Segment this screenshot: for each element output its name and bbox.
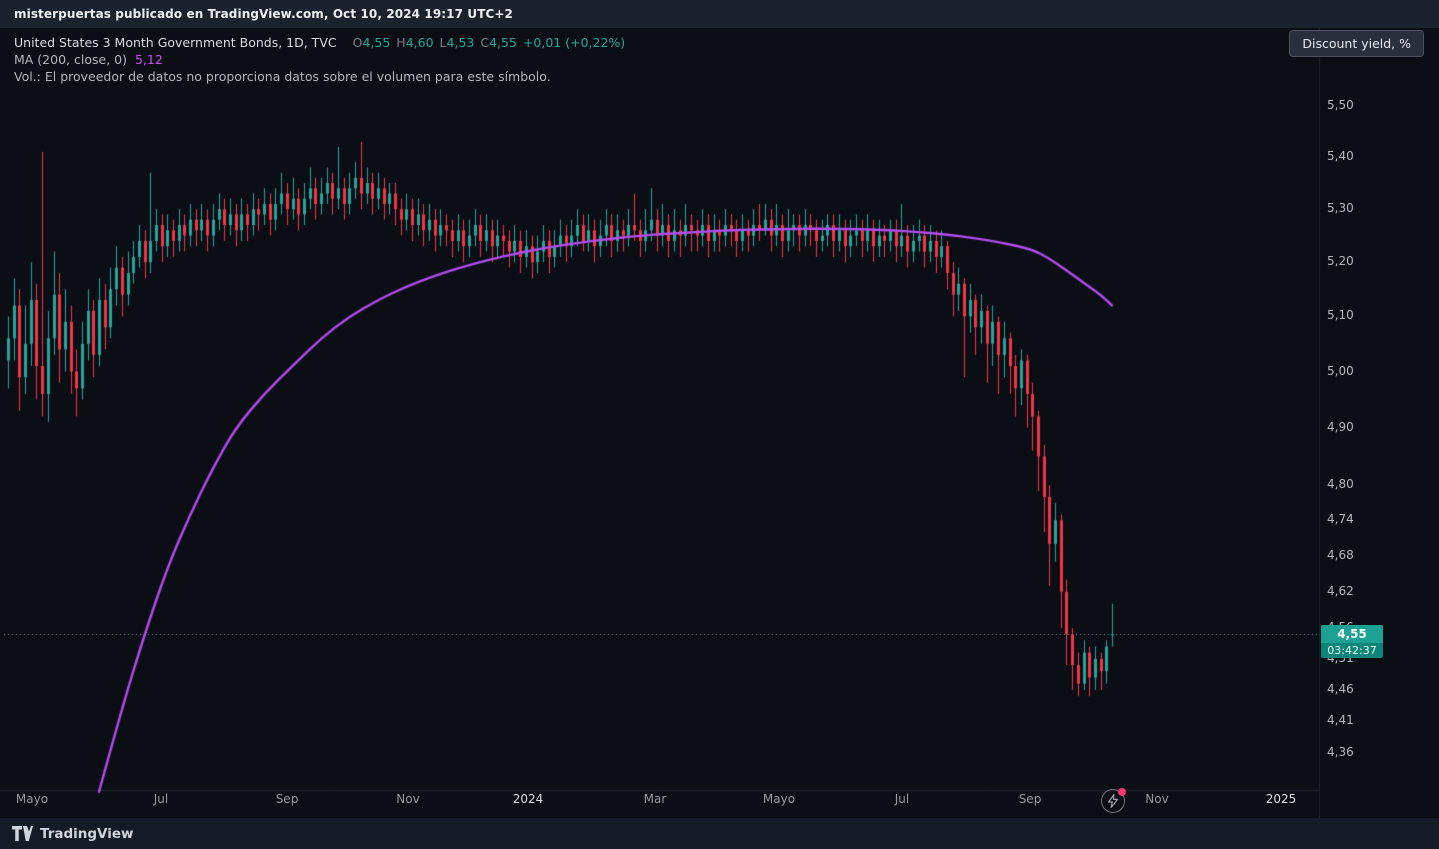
price-axis-label: 5,30 (1327, 201, 1354, 216)
close-label: C (480, 35, 490, 50)
price-axis-label: 4,68 (1327, 547, 1354, 562)
price-axis-label: 4,46 (1327, 681, 1354, 696)
publisher-text: misterpuertas publicado en TradingView.c… (14, 7, 514, 21)
high-value: 4,60 (405, 35, 434, 50)
volume-notice-text: Vol.: El proveedor de datos no proporcio… (14, 69, 551, 84)
low-label: L (439, 35, 447, 50)
tradingview-logo-icon[interactable] (12, 826, 33, 841)
symbol-title[interactable]: United States 3 Month Government Bonds, … (14, 35, 337, 50)
time-axis-label: Mayo (762, 792, 796, 806)
open-value: 4,55 (362, 35, 391, 50)
price-axis-label: 5,20 (1327, 254, 1354, 269)
chart-area: United States 3 Month Government Bonds, … (0, 28, 1439, 818)
price-axis-label: 4,62 (1327, 583, 1354, 598)
boost-button[interactable] (1101, 788, 1126, 813)
price-axis-label: 5,10 (1327, 308, 1354, 323)
footer-bar: TradingView (0, 818, 1439, 849)
volume-legend-row: Vol.: El proveedor de datos no proporcio… (14, 68, 625, 85)
price-axis-label: 5,50 (1327, 98, 1354, 112)
high-label: H (396, 35, 406, 50)
time-axis-label: Jul (894, 792, 910, 806)
time-axis-label: Sep (1018, 792, 1042, 806)
chart-legend: United States 3 Month Government Bonds, … (14, 34, 625, 85)
last-price-badge: 4,55 03:42:37 (1321, 625, 1383, 659)
time-axis[interactable]: Mayo Jul Sep Nov 2024 Mar Mayo Jul Sep Nov 2025 (0, 28, 1439, 818)
last-price-value: 4,55 (1321, 625, 1383, 644)
time-axis-label: Sep (275, 792, 299, 806)
open-label: O (352, 35, 363, 50)
chart-canvas[interactable] (0, 28, 1439, 818)
share-header: misterpuertas publicado en TradingView.c… (0, 0, 1439, 28)
price-axis-label: 4,74 (1327, 512, 1354, 527)
price-axis-label: 5,40 (1327, 149, 1354, 164)
price-axis-label: 4,36 (1327, 745, 1354, 760)
time-axis-label: 2025 (1265, 792, 1297, 806)
yield-type-button[interactable]: Discount yield, % (1289, 30, 1424, 57)
symbol-legend-row: United States 3 Month Government Bonds, … (14, 34, 625, 51)
bar-countdown: 03:42:37 (1321, 643, 1383, 659)
notification-dot (1118, 788, 1126, 796)
time-axis-label: Mayo (15, 792, 49, 806)
tradingview-logo-text[interactable]: TradingView (40, 825, 134, 842)
ma-indicator-label[interactable]: MA (200, close, 0) (14, 52, 127, 67)
time-axis-label: Jul (153, 792, 169, 806)
ma-indicator-value: 5,12 (134, 52, 163, 67)
time-axis-label: 2024 (512, 792, 544, 806)
time-axis-label: Mar (643, 792, 667, 806)
lightning-icon (1108, 794, 1119, 808)
close-value: 4,55 (489, 35, 517, 50)
price-axis-label: 4,41 (1327, 713, 1354, 728)
time-axis-label: Nov (1145, 792, 1169, 806)
price-axis-label: 4,80 (1327, 477, 1354, 492)
price-axis-label: 5,00 (1327, 363, 1354, 378)
price-axis-label: 4,90 (1327, 419, 1354, 434)
low-value: 4,53 (446, 35, 475, 50)
time-axis-label: Nov (396, 792, 420, 806)
change-value: +0,01 (+0,22%) (522, 35, 626, 50)
ma-legend-row: MA (200, close, 0) 5,12 (14, 51, 625, 68)
